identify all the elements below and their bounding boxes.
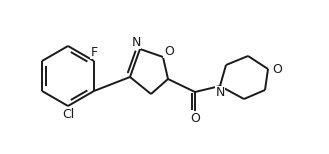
Text: O: O [164,45,174,57]
Text: Cl: Cl [62,109,74,122]
Text: N: N [131,36,141,49]
Text: O: O [190,111,200,124]
Text: F: F [90,45,97,59]
Text: O: O [272,63,282,75]
Text: N: N [215,87,225,99]
